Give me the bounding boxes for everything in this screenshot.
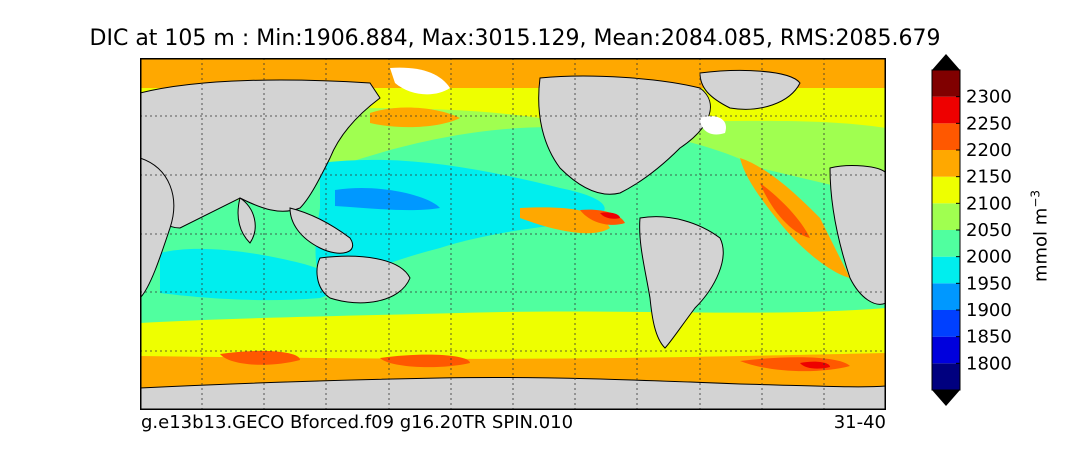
band-southern-2250 [220, 350, 850, 372]
colorbar-tick-label: 2050 [966, 220, 1012, 241]
colorbar-band [932, 310, 960, 337]
colorbar-tick-label: 2250 [966, 113, 1012, 134]
colorbar: 1800 1850 1900 1950 2000 2050 2100 2150 2200 2250… [931, 54, 1012, 406]
colorbar-band [932, 176, 960, 204]
colorbar-label: mmol m−3 [1029, 190, 1052, 282]
land-eurasia [140, 79, 381, 229]
colorbar-label-text: mmol m [1030, 207, 1052, 283]
colorbar-tick-label: 1950 [966, 273, 1012, 294]
colorbar-band [932, 96, 960, 124]
band-eq-pacific-2300 [600, 212, 620, 219]
land-australia [316, 255, 411, 304]
colorbar-tick-label: 2000 [966, 247, 1012, 268]
colorbar-band [932, 123, 960, 150]
colorbar-tick-label: 1850 [966, 327, 1012, 348]
run-label: g.e13b13.GECO Bforced.f09 g16.20TR SPIN.… [141, 412, 574, 433]
land-north-america [538, 75, 711, 195]
band-indian-2000 [160, 248, 338, 301]
period-label: 31-40 [833, 412, 886, 433]
colorbar-band [932, 150, 960, 177]
colorbar-tick-label: 2150 [966, 167, 1012, 188]
land-south-america [639, 216, 724, 349]
sea-ice-baffin [700, 116, 726, 135]
colorbar-under-extension [932, 390, 960, 406]
land-maritime-se-asia [289, 207, 353, 254]
colorbar-band [932, 336, 960, 364]
map-gridlines [140, 58, 886, 410]
colorbar-label-exponent: −3 [1028, 189, 1043, 208]
colorbar-tick-label: 1800 [966, 353, 1012, 374]
band-eq-pacific-2250 [580, 209, 625, 225]
colorbar-tick-label: 2300 [966, 87, 1012, 108]
colorbar-tick-label: 2100 [966, 193, 1012, 214]
chart-title: DIC at 105 m : Min:1906.884, Max:3015.12… [89, 26, 941, 51]
land-west-africa [829, 165, 886, 305]
land-africa [140, 157, 175, 299]
band-southern-2300 [800, 361, 830, 369]
colorbar-band [932, 230, 960, 257]
colorbar-band [932, 256, 960, 284]
map-panel [140, 58, 886, 410]
map-frame [140, 58, 886, 410]
colorbar-band [932, 283, 960, 310]
sea-ice-arctic [390, 67, 450, 95]
land-india [237, 197, 256, 244]
land-greenland [699, 70, 801, 110]
colorbar-band [932, 363, 960, 390]
colorbar-tick-label: 1900 [966, 300, 1012, 321]
band-atlantic-2250 [760, 183, 810, 238]
colorbar-tick-label: 2200 [966, 140, 1012, 161]
colorbar-over-extension [932, 54, 960, 70]
band-pacific-1950 [335, 188, 440, 211]
colorbar-band [932, 70, 960, 97]
colorbar-band [932, 203, 960, 230]
band-npac-2200 [370, 107, 460, 128]
dic-map [140, 58, 886, 410]
